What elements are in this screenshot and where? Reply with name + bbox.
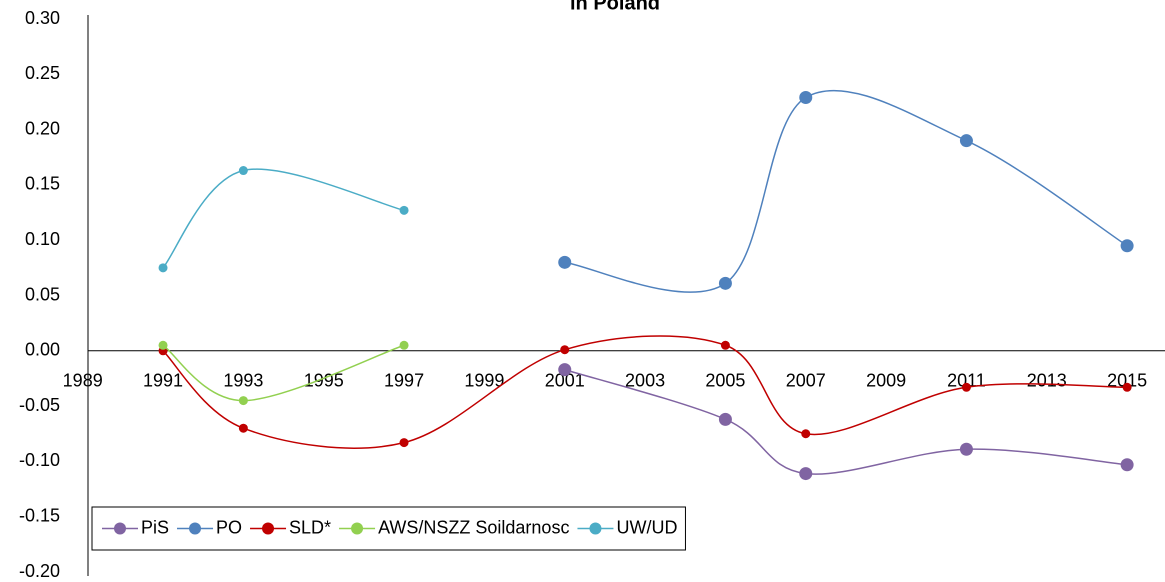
data-point — [560, 345, 570, 355]
y-tick-label: 0.25 — [25, 63, 60, 83]
y-tick-label: 0.30 — [25, 8, 60, 28]
series-line — [162, 344, 405, 402]
data-point — [399, 205, 409, 215]
y-tick-label: 0.15 — [25, 174, 60, 194]
chart-title: in Poland — [570, 0, 660, 14]
legend-marker — [589, 522, 602, 535]
data-point — [959, 442, 973, 456]
data-point — [558, 255, 572, 269]
data-point — [959, 134, 973, 148]
x-tick-label: 2013 — [1027, 371, 1067, 391]
legend-marker — [351, 522, 364, 535]
y-tick-label: -0.10 — [19, 450, 60, 470]
data-point — [718, 412, 732, 426]
legend-marker — [114, 522, 126, 535]
x-tick-label: 1991 — [143, 371, 183, 391]
y-tick-label: 0.00 — [25, 340, 60, 360]
legend-marker — [262, 522, 275, 535]
data-point — [1120, 458, 1134, 472]
data-point — [158, 263, 168, 273]
x-tick-label: 2003 — [625, 371, 665, 391]
x-tick-label: 2007 — [786, 371, 826, 391]
x-tick-label: 1995 — [304, 371, 344, 391]
x-tick-label: 2009 — [866, 371, 906, 391]
data-point — [399, 340, 409, 350]
data-point — [720, 340, 730, 350]
legend-label: PiS — [141, 517, 169, 537]
data-point — [238, 396, 248, 406]
data-point — [238, 166, 248, 176]
series-line — [564, 89, 1128, 293]
data-point — [399, 438, 409, 448]
legend-marker — [189, 522, 202, 535]
x-tick-label: 1997 — [384, 371, 424, 391]
x-tick-label: 2001 — [545, 371, 585, 391]
data-point — [558, 363, 572, 377]
legend-label: AWS/NSZZ Soildarnosc — [378, 517, 569, 537]
x-tick-label: 2015 — [1107, 371, 1147, 391]
x-tick-label: 1999 — [464, 371, 504, 391]
legend-label: UW/UD — [616, 517, 677, 537]
x-tick-label: 1989 — [63, 371, 103, 391]
legend-label: PO — [216, 517, 242, 537]
data-point — [1122, 382, 1132, 392]
y-tick-label: 0.05 — [25, 284, 60, 304]
data-point — [801, 429, 811, 439]
y-tick-label: -0.05 — [19, 395, 60, 415]
y-tick-label: -0.15 — [19, 505, 60, 525]
data-point — [1120, 239, 1134, 253]
data-point — [799, 467, 813, 481]
y-tick-label: 0.20 — [25, 118, 60, 138]
data-point — [158, 340, 168, 350]
data-point — [961, 382, 971, 392]
y-tick-label: -0.20 — [19, 561, 60, 581]
series-line — [162, 335, 1128, 449]
x-tick-label: 2005 — [705, 371, 745, 391]
x-tick-label: 1993 — [223, 371, 263, 391]
legend-label: SLD* — [289, 517, 331, 537]
data-point — [799, 91, 813, 105]
data-point — [238, 423, 248, 433]
y-tick-label: 0.10 — [25, 229, 60, 249]
series-line — [162, 168, 405, 269]
data-point — [718, 276, 732, 290]
